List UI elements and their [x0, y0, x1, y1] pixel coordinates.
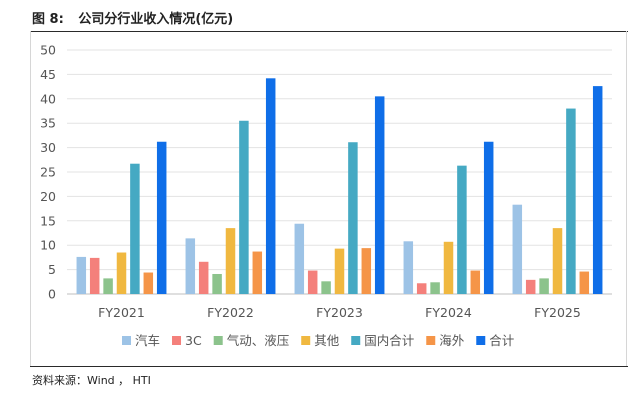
figure-label: 图 8: — [32, 12, 64, 27]
bar — [348, 142, 358, 294]
x-tick-label: FY2025 — [534, 305, 581, 320]
legend-label: 海外 — [439, 333, 465, 348]
bar — [566, 108, 576, 294]
bar — [239, 120, 249, 294]
bar — [252, 251, 263, 294]
bar — [470, 270, 481, 294]
legend-swatch — [351, 336, 361, 345]
figure-title-row: 图 8: 公司分行业收入情况(亿元) — [32, 8, 233, 27]
chart-frame — [30, 31, 627, 366]
y-tick-label: 5 — [48, 262, 56, 277]
legend-label: 国内合计 — [364, 333, 414, 348]
legend-swatch — [172, 336, 182, 345]
bar — [307, 270, 318, 294]
y-tick-label: 35 — [40, 116, 56, 131]
x-tick-label: FY2022 — [207, 305, 254, 320]
y-tick-label: 50 — [40, 43, 56, 58]
bar — [403, 241, 414, 294]
bar — [334, 248, 345, 294]
bar — [294, 223, 305, 294]
bar — [430, 282, 440, 294]
bar — [552, 228, 563, 294]
bar — [512, 204, 523, 294]
legend: 汽车 3C 气动、液压 其他 国内合计 海外 合计 — [122, 333, 514, 348]
bar — [89, 257, 100, 294]
legend-label: 汽车 — [135, 333, 160, 348]
x-tick-label: FY2021 — [98, 305, 145, 320]
legend-swatch — [122, 336, 131, 345]
bar — [525, 279, 536, 294]
bar — [225, 228, 236, 294]
bottom-rule — [30, 366, 628, 367]
bar — [156, 141, 167, 294]
legend-swatch — [426, 336, 436, 345]
legend-swatch — [301, 336, 311, 345]
bar — [185, 238, 196, 294]
bar — [198, 261, 209, 294]
bar — [483, 141, 494, 294]
bar — [416, 283, 427, 294]
y-tick-label: 10 — [40, 238, 56, 253]
x-tick-label: FY2024 — [425, 305, 472, 320]
bar — [76, 256, 87, 294]
figure-title: 公司分行业收入情况(亿元) — [78, 12, 234, 27]
source-note: 资料来源：Wind ， HTI — [32, 374, 151, 387]
y-tick-label: 20 — [40, 189, 56, 204]
legend-label: 合计 — [489, 333, 514, 348]
bar — [443, 241, 454, 294]
legend-swatch — [476, 336, 486, 345]
top-rule — [30, 31, 628, 32]
bar — [265, 78, 276, 294]
y-tick-label: 0 — [48, 287, 56, 302]
y-tick-label: 45 — [40, 67, 56, 82]
bar — [321, 281, 331, 294]
x-tick-label: FY2023 — [316, 305, 363, 320]
legend-label: 其他 — [314, 333, 340, 348]
bar — [374, 96, 385, 294]
bar — [103, 278, 113, 294]
bar — [130, 163, 140, 294]
bar — [539, 278, 549, 294]
y-tick-label: 25 — [40, 165, 56, 180]
x-axis: FY2021 FY2022 FY2023 FY2024 FY2025 — [98, 305, 581, 320]
bar — [143, 272, 154, 294]
bar — [579, 271, 590, 294]
bar — [592, 86, 603, 294]
y-axis: 0 5 10 15 20 25 30 35 40 45 50 — [40, 43, 56, 302]
y-tick-label: 30 — [40, 140, 56, 155]
y-tick-label: 15 — [40, 213, 56, 228]
bars — [76, 78, 603, 294]
bar — [361, 248, 372, 294]
legend-label: 气动、液压 — [227, 333, 290, 348]
legend-label: 3C — [185, 333, 202, 348]
y-tick-label: 40 — [40, 91, 56, 106]
legend-swatch — [213, 336, 223, 345]
bar — [457, 165, 467, 294]
bar — [212, 273, 222, 294]
bar — [116, 252, 127, 294]
